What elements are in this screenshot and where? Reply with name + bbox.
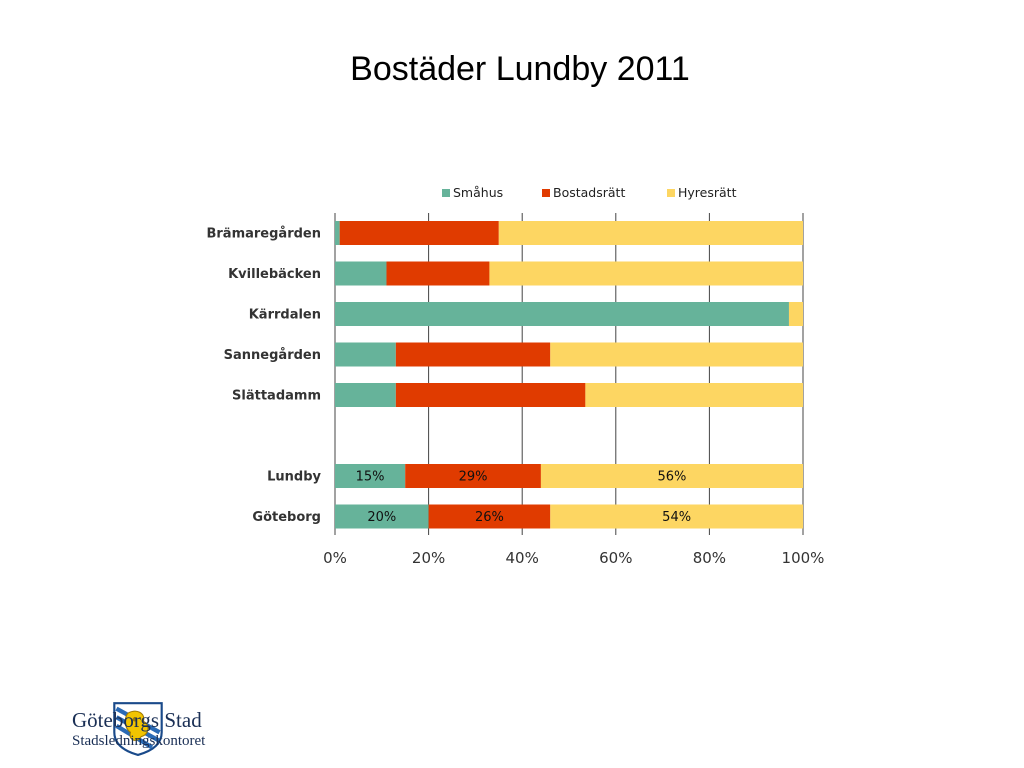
bar-segment: [335, 302, 789, 326]
org-name: Göteborgs Stad: [72, 708, 202, 732]
data-label: 54%: [662, 510, 691, 525]
bar-segment: [395, 342, 551, 367]
category-label: Göteborg: [252, 510, 321, 525]
category-label: Kvillebäcken: [228, 267, 321, 282]
bar-segment: [335, 342, 396, 367]
x-tick-label: 80%: [693, 549, 726, 567]
bar-segment: [550, 342, 803, 367]
data-label: 26%: [475, 510, 504, 525]
legend-swatch-2: [667, 189, 675, 197]
x-tick-label: 60%: [599, 549, 632, 567]
data-label: 20%: [367, 510, 396, 525]
bar-segment: [335, 261, 387, 286]
org-subtitle: Stadsledningskontoret: [72, 733, 206, 749]
category-label: Lundby: [267, 470, 321, 485]
x-tick-label: 20%: [412, 549, 445, 567]
legend-label-0: Småhus: [453, 185, 503, 200]
data-label: 15%: [356, 470, 385, 485]
stacked-bar-chart: Småhus Bostadsrätt Hyresrätt 0% 20% 40% 60% 80%…: [206, 185, 825, 567]
category-label: Sannegården: [224, 348, 321, 363]
bar-segment: [335, 383, 396, 407]
data-label: 29%: [459, 470, 488, 485]
category-label: Kärrdalen: [249, 308, 321, 323]
bar-segment: [428, 504, 551, 529]
x-tick-label: 40%: [506, 549, 539, 567]
bar-segment: [498, 221, 803, 245]
bar-segment: [540, 464, 803, 488]
bar-segment: [788, 302, 803, 326]
legend-swatch-1: [542, 189, 550, 197]
bar-segment: [405, 464, 541, 488]
bar-segment: [585, 383, 803, 407]
category-label: Brämaregården: [206, 227, 321, 242]
x-tick-label: 100%: [782, 549, 825, 567]
legend-swatch-0: [442, 189, 450, 197]
category-label: Slättadamm: [232, 389, 321, 404]
bar-segment: [489, 261, 803, 286]
bar-segment: [335, 221, 340, 245]
legend-label-2: Hyresrätt: [678, 185, 737, 200]
goteborg-lion-shield-icon: [113, 702, 163, 756]
legend-label-1: Bostadsrätt: [553, 185, 625, 200]
bar-segment: [386, 261, 490, 286]
bar-segment: [550, 504, 803, 529]
bar-segment: [339, 221, 499, 245]
bar-segment: [335, 464, 406, 488]
data-label: 56%: [658, 470, 687, 485]
x-tick-label: 0%: [323, 549, 347, 567]
bar-segment: [395, 383, 586, 407]
slide-title: Bostäder Lundby 2011: [350, 50, 690, 88]
bar-segment: [335, 504, 429, 529]
